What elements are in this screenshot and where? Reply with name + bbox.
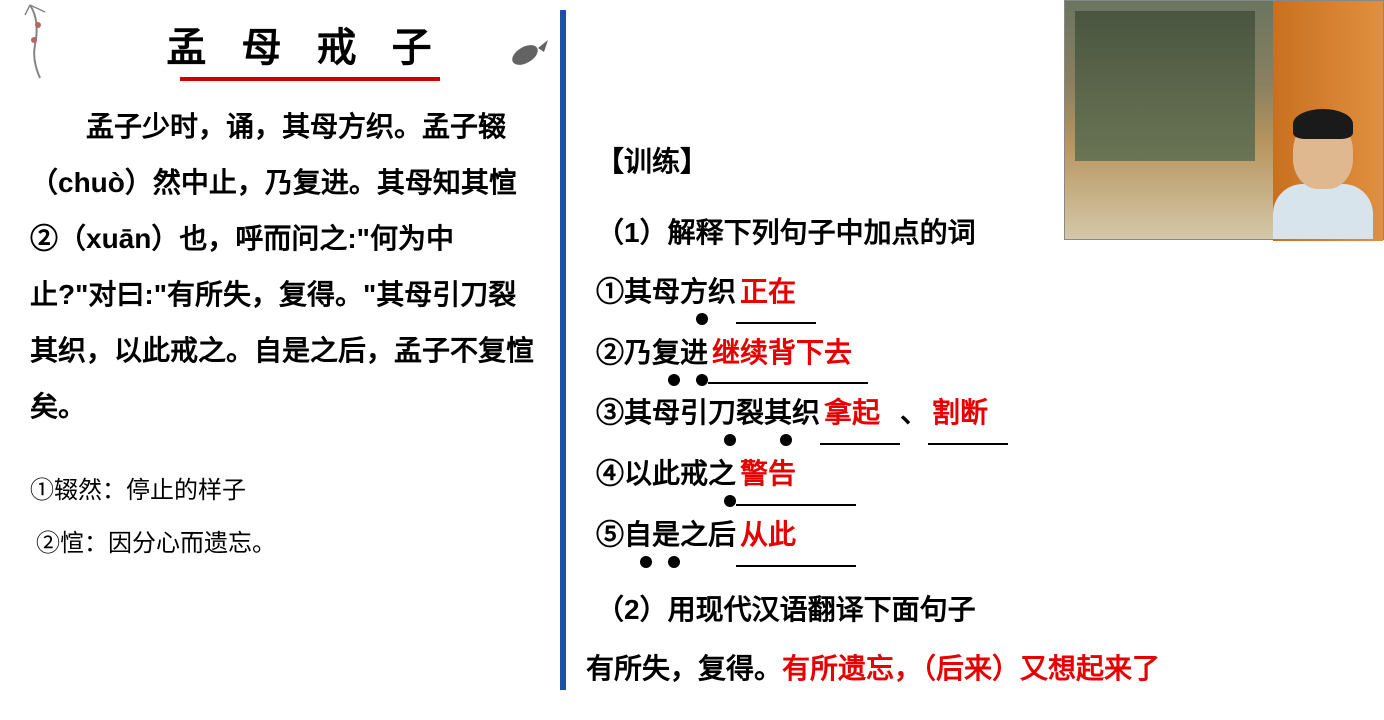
q2-answer: 有所遗忘，（后来）又想起来了 bbox=[782, 653, 1160, 684]
left-panel: 孟 母 戒 子 孟子少时，诵，其母方织。孟子辍（chuò）然中止，乃复进。其母知… bbox=[0, 0, 560, 720]
title-underline bbox=[180, 77, 440, 81]
item-4-answer: 警告 bbox=[740, 458, 796, 489]
item-1: ①其母方织正在 bbox=[596, 263, 1354, 324]
q2-text: 有所失，复得。 bbox=[586, 653, 782, 684]
webcam-bg-shelf bbox=[1075, 11, 1255, 161]
item-3-answer-2: 割断 bbox=[932, 397, 988, 428]
webcam-overlay bbox=[1064, 0, 1384, 240]
item-1-text: ①其母方织 bbox=[596, 276, 736, 307]
emphasis-dot bbox=[668, 556, 680, 568]
item-3-answer-1: 拿起 bbox=[824, 397, 880, 428]
item-3: ③其母引刀裂其织拿起、割断 bbox=[596, 384, 1354, 445]
footnotes: ①辍然：停止的样子 ②愃：因分心而遗忘。 bbox=[30, 465, 540, 571]
separator: 、 bbox=[900, 397, 928, 428]
q2-header: （2）用现代汉语翻译下面句子 bbox=[596, 581, 1354, 640]
right-panel: 【训练】 （1）解释下列句子中加点的词 ①其母方织正在 ②乃复进继续背下去 ③其… bbox=[566, 0, 1384, 720]
passage-text: 孟子少时，诵，其母方织。孟子辍（chuò）然中止，乃复进。其母知其愃②（xuān… bbox=[30, 99, 540, 435]
item-4-text: ④以此戒之 bbox=[596, 458, 736, 489]
emphasis-dot bbox=[640, 556, 652, 568]
item-3-text: ③其母引刀裂其织 bbox=[596, 397, 820, 428]
item-5: ⑤自是之后从此 bbox=[596, 506, 1354, 567]
item-5-text: ⑤自是之后 bbox=[596, 519, 736, 550]
footnote-2: ②愃：因分心而遗忘。 bbox=[36, 518, 540, 571]
webcam-person-shirt bbox=[1273, 184, 1373, 239]
ink-fish-icon bbox=[500, 30, 550, 80]
item-2-answer: 继续背下去 bbox=[712, 337, 852, 368]
webcam-person-hair bbox=[1293, 109, 1353, 139]
q2-line: 有所失，复得。有所遗忘，（后来）又想起来了 bbox=[586, 640, 1354, 699]
footnote-1: ①辍然：停止的样子 bbox=[30, 465, 540, 518]
item-5-answer: 从此 bbox=[740, 519, 796, 550]
page-title: 孟 母 戒 子 bbox=[70, 15, 540, 73]
item-1-answer: 正在 bbox=[740, 276, 796, 307]
item-2: ②乃复进继续背下去 bbox=[596, 324, 1354, 385]
item-2-text: ②乃复进 bbox=[596, 337, 708, 368]
ink-branch-icon bbox=[20, 0, 80, 80]
item-4: ④以此戒之警告 bbox=[596, 445, 1354, 506]
